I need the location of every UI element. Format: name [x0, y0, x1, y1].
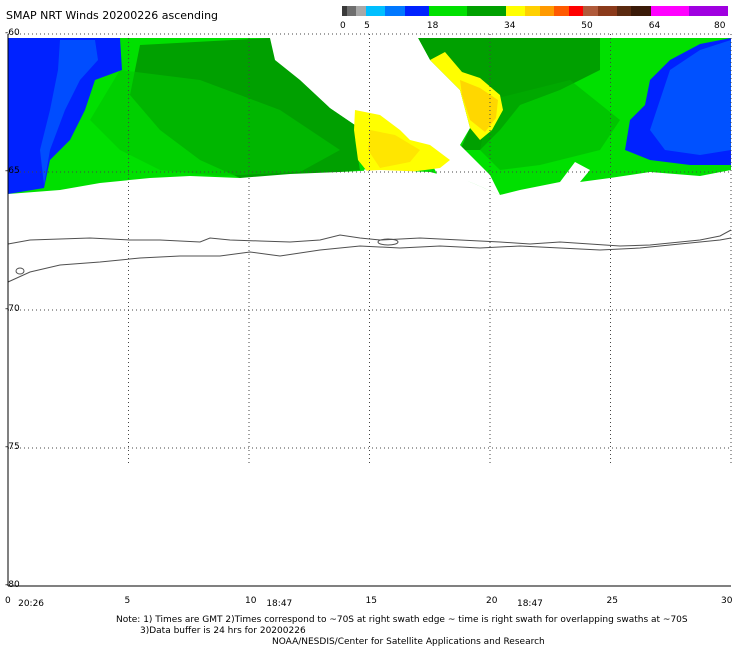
legend-swatch: [366, 6, 386, 16]
note-line-3: NOAA/NESDIS/Center for Satellite Applica…: [272, 637, 545, 647]
legend-swatch: [428, 6, 468, 16]
swath-left-blue: [8, 38, 122, 194]
swath-left-green-mid: [90, 70, 340, 176]
legend-swatch: [583, 6, 598, 16]
wind-speed-legend: 0 5 18 34 50 64 80: [340, 6, 728, 32]
coastline: [7, 229, 732, 283]
lon-tick-label: 5: [124, 596, 131, 606]
swath-time-label: 20:26: [18, 599, 45, 609]
lon-tick-label: 15: [365, 596, 377, 606]
swath-right-green-dark-2: [480, 80, 620, 170]
lat-tick-label: -65: [5, 166, 20, 176]
lat-tick-label: -60: [5, 28, 20, 38]
legend-tick-label: 0: [340, 21, 346, 31]
legend-swatch: [525, 6, 540, 16]
lon-tick-label: 25: [606, 596, 618, 606]
swath-time-label: 18:47: [266, 599, 293, 609]
grid-lines: [8, 33, 732, 465]
note-line-1: Note: 1) Times are GMT 2)Times correspon…: [116, 615, 688, 625]
chart-title: SMAP NRT Winds 20200226 ascending: [6, 9, 219, 22]
legend-tick-label: 5: [364, 21, 370, 31]
lon-tick-label: 20: [486, 596, 498, 606]
legend-tick-label: 64: [648, 21, 661, 31]
lat-tick-label: -70: [5, 304, 20, 314]
high-wind-patch-2-orange: [368, 130, 420, 168]
legend-swatch: [342, 6, 347, 16]
legend-swatch: [346, 6, 357, 16]
lon-tick-label: 10: [245, 596, 257, 606]
legend-swatch: [356, 6, 367, 16]
legend-swatch: [631, 6, 651, 16]
lon-tick-label: 0: [5, 596, 11, 606]
legend-swatch: [568, 6, 584, 16]
legend-swatch: [539, 6, 555, 16]
lat-tick-label: -80: [5, 580, 20, 590]
swath-left-blue-mid: [40, 40, 98, 185]
legend-swatch: [597, 6, 617, 16]
swath-bottom-edge: [8, 162, 731, 230]
legend-tick-label: 50: [581, 21, 593, 31]
note-line-2: 3)Data buffer is 24 hrs for 20200226: [140, 626, 306, 636]
swath-right-blue-mid: [650, 40, 731, 155]
legend-swatch: [506, 6, 526, 16]
legend-tick-label: 18: [426, 21, 439, 31]
legend-swatch: [689, 6, 728, 16]
notes: Note: 1) Times are GMT 2)Times correspon…: [116, 615, 688, 648]
legend-color-bar: [342, 6, 728, 16]
high-wind-patch-1-orange: [460, 80, 498, 132]
legend-swatch: [650, 6, 690, 16]
legend-swatch: [404, 6, 429, 16]
legend-tick-label: 34: [504, 21, 516, 31]
lat-tick-label: -75: [5, 442, 20, 452]
lon-tick-label: 30: [721, 596, 733, 606]
swath-time-label: 18:47: [516, 599, 543, 609]
legend-swatch: [467, 6, 506, 16]
swath-right-green-dark: [418, 38, 600, 150]
legend-swatch: [554, 6, 569, 16]
legend-tick-label: 80: [714, 21, 726, 31]
legend-swatch: [616, 6, 632, 16]
legend-swatch: [385, 6, 405, 16]
